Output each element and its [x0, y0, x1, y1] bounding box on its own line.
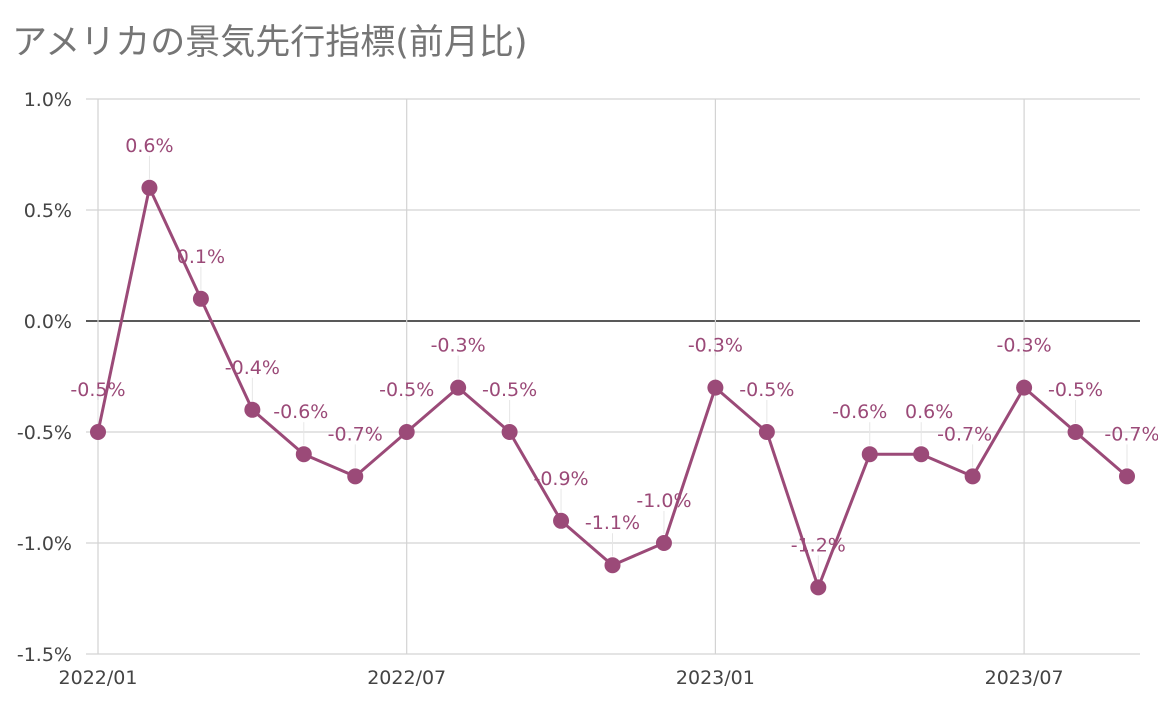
chart-title: アメリカの景気先行指標(前月比) [12, 23, 528, 63]
y-tick-label: 0.5% [24, 200, 72, 222]
data-point [450, 379, 467, 396]
series-layer [90, 179, 1135, 596]
data-point [398, 424, 415, 440]
x-tick-label: 2022/01 [59, 667, 138, 689]
data-label: -1.1% [585, 512, 640, 534]
data-point [90, 424, 106, 440]
y-tick-label: 0.0% [24, 311, 72, 333]
data-label: -0.5% [1048, 379, 1103, 401]
data-label: 0.6% [905, 401, 953, 423]
data-label-layer: -0.5%0.6%0.1%-0.4%-0.6%-0.7%-0.5%-0.3%-0… [70, 135, 1158, 579]
y-tick-label: -1.0% [17, 533, 72, 555]
data-label: -1.0% [636, 490, 691, 512]
data-point [758, 424, 775, 440]
data-label: -0.7% [937, 423, 992, 445]
data-point [707, 379, 724, 396]
y-tick-label: -1.5% [17, 644, 72, 666]
data-label: -0.3% [688, 335, 743, 357]
data-label: -0.9% [533, 468, 588, 490]
y-tick-label: 1.0% [24, 89, 72, 111]
data-point [244, 401, 261, 418]
data-point [1067, 424, 1084, 440]
data-point [913, 446, 930, 463]
data-point [964, 468, 981, 485]
x-tick-label: 2023/01 [676, 667, 755, 689]
data-label: -0.5% [379, 379, 434, 401]
x-tick-label: 2023/07 [985, 667, 1064, 689]
data-point [810, 579, 827, 596]
data-point [501, 424, 518, 440]
data-point [604, 557, 621, 574]
y-tick-label: -0.5% [17, 422, 72, 444]
data-label: -0.3% [997, 335, 1052, 357]
data-label: -0.5% [70, 379, 125, 401]
data-label: -0.5% [482, 379, 537, 401]
data-point [861, 446, 878, 463]
data-point [192, 290, 209, 307]
data-label: -0.5% [739, 379, 794, 401]
data-label: -0.4% [225, 357, 280, 379]
data-label: -0.7% [1104, 423, 1158, 445]
data-label: 0.1% [177, 246, 225, 268]
x-tick-label: 2022/07 [367, 667, 446, 689]
data-point [141, 179, 158, 196]
data-label: 0.6% [125, 135, 173, 157]
data-label: -0.7% [328, 423, 383, 445]
data-point [1016, 379, 1033, 396]
data-label: -0.3% [431, 335, 486, 357]
data-label: -0.6% [832, 401, 887, 423]
axis-layer: 1.0% 0.5% 0.0% -0.5% -1.0% -1.5%2022/01 2022/0… [17, 89, 1064, 689]
data-point [553, 512, 570, 529]
data-point [347, 468, 364, 485]
data-label: -1.2% [791, 534, 846, 556]
data-point [295, 446, 312, 463]
data-point [1119, 468, 1135, 485]
data-label: -0.6% [273, 401, 328, 423]
data-point [655, 535, 672, 551]
